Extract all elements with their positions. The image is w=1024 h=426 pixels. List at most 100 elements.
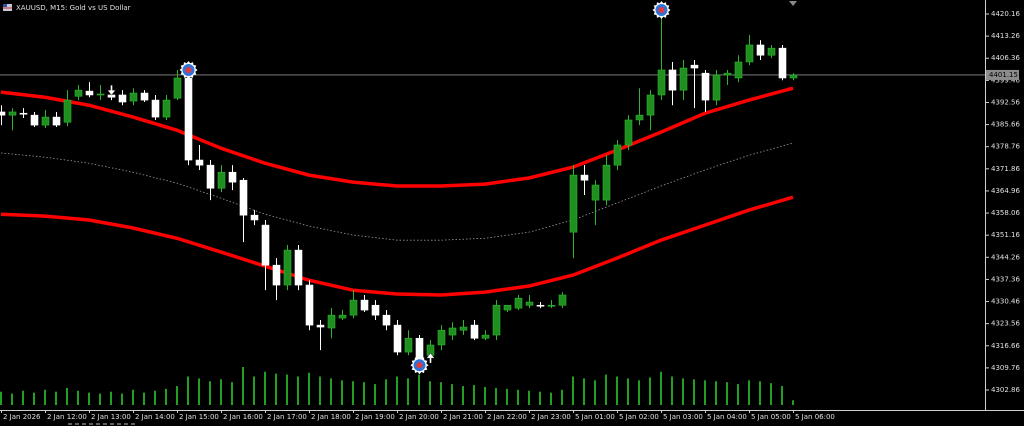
signal-marker	[410, 356, 429, 375]
x-tick-label: 2 Jan 21:00	[443, 413, 483, 421]
volume-bar	[418, 374, 420, 405]
candle-body	[536, 304, 545, 307]
volume-bar	[594, 380, 596, 405]
volume-bar	[319, 376, 321, 405]
volume-bar	[605, 374, 607, 405]
candle-body	[129, 92, 138, 102]
candle-body	[547, 304, 556, 307]
signal-arrow	[107, 84, 116, 96]
candle-body	[492, 304, 501, 336]
volume-bar	[748, 380, 750, 405]
volume-bar	[704, 380, 706, 405]
volume-bar	[77, 390, 79, 405]
volume-bar	[473, 385, 475, 405]
candle-body	[349, 299, 358, 316]
volume-bar	[671, 376, 673, 405]
volume-bar	[770, 383, 772, 405]
candle-body	[580, 174, 589, 181]
volume-bar	[550, 392, 552, 405]
current-price-label: 4401.15	[989, 71, 1018, 79]
plot-area	[0, 1, 985, 405]
volume-bar	[44, 389, 46, 405]
x-tick-label: 5 Jan 02:00	[619, 413, 659, 421]
volume-bar	[11, 393, 13, 405]
marker-core	[416, 362, 423, 369]
envelope-line	[0, 142, 794, 241]
volume-bar	[176, 386, 178, 405]
candle-body	[184, 77, 193, 161]
candle-body	[558, 294, 567, 306]
volume-bar	[286, 374, 288, 405]
y-tick-label: 4323.56	[991, 320, 1020, 328]
candle-body	[569, 174, 578, 233]
candle-body	[338, 314, 347, 319]
volume-bar	[638, 380, 640, 405]
volume-bar	[352, 381, 354, 405]
candle-body	[283, 249, 292, 286]
candle-body	[96, 93, 105, 96]
candle-body	[30, 114, 39, 126]
candle-body	[712, 74, 721, 101]
x-tick-label: 2 Jan 18:00	[311, 413, 351, 421]
candle-body	[305, 284, 314, 326]
y-tick-label: 4309.76	[991, 364, 1020, 372]
x-tick-label: 2 Jan 22:00	[487, 413, 527, 421]
candle-body	[591, 184, 600, 201]
candle-body	[525, 301, 534, 306]
volume-bar	[374, 384, 376, 405]
volume-bar	[132, 389, 134, 405]
x-tick-label: 2 Jan 13:00	[91, 413, 131, 421]
y-tick-label: 4364.96	[991, 187, 1020, 195]
envelope-line	[0, 86, 794, 188]
candle-body	[41, 116, 50, 126]
volume-bar	[297, 376, 299, 405]
x-tick-label: 5 Jan 05:00	[751, 413, 791, 421]
x-tick-label: 2 Jan 14:00	[135, 413, 175, 421]
volume-bar	[616, 376, 618, 405]
candle-body	[228, 171, 237, 183]
x-tick-label: 5 Jan 03:00	[663, 413, 703, 421]
volume-bar	[693, 379, 695, 405]
y-tick-label: 4344.26	[991, 253, 1020, 261]
volume-bar	[264, 371, 266, 405]
candle-body	[195, 159, 204, 166]
volume-bar	[726, 382, 728, 405]
candle-body	[294, 249, 303, 286]
candle-body	[393, 324, 402, 353]
volume-bar	[737, 384, 739, 405]
candle-body	[151, 99, 160, 118]
symbol-icon	[3, 4, 12, 11]
y-tick-label: 4385.66	[991, 121, 1020, 129]
candle-body	[360, 299, 369, 311]
volume-bar	[781, 386, 783, 405]
volume-bar	[33, 392, 35, 405]
candle-body	[756, 44, 765, 56]
envelope-line	[0, 195, 794, 297]
y-tick-label: 4351.16	[991, 231, 1020, 239]
x-tick-label: 2 Jan 12:00	[47, 413, 87, 421]
candle-body	[668, 69, 677, 91]
volume-bar	[22, 390, 24, 405]
y-tick-label: 4406.36	[991, 54, 1020, 62]
volume-bar	[99, 393, 101, 405]
candle-body	[261, 224, 270, 266]
volume-bar	[110, 391, 112, 405]
y-tick-label: 4371.86	[991, 165, 1020, 173]
candle-body	[481, 334, 490, 339]
x-tick-label: 2 Jan 20:00	[399, 413, 439, 421]
x-tick-label: 2 Jan 2026	[3, 413, 41, 421]
candle-body	[701, 72, 710, 101]
candle-body	[459, 326, 468, 331]
candle-body	[8, 111, 17, 116]
candle-body	[503, 304, 512, 311]
shift-marker[interactable]	[789, 1, 797, 6]
candle-body	[382, 314, 391, 326]
candle-body	[690, 64, 699, 69]
candle-body	[118, 94, 127, 103]
x-tick-label: 2 Jan 15:00	[179, 413, 219, 421]
volume-bar	[55, 391, 57, 405]
volume-bar	[561, 389, 563, 405]
volume-bar	[792, 400, 794, 405]
